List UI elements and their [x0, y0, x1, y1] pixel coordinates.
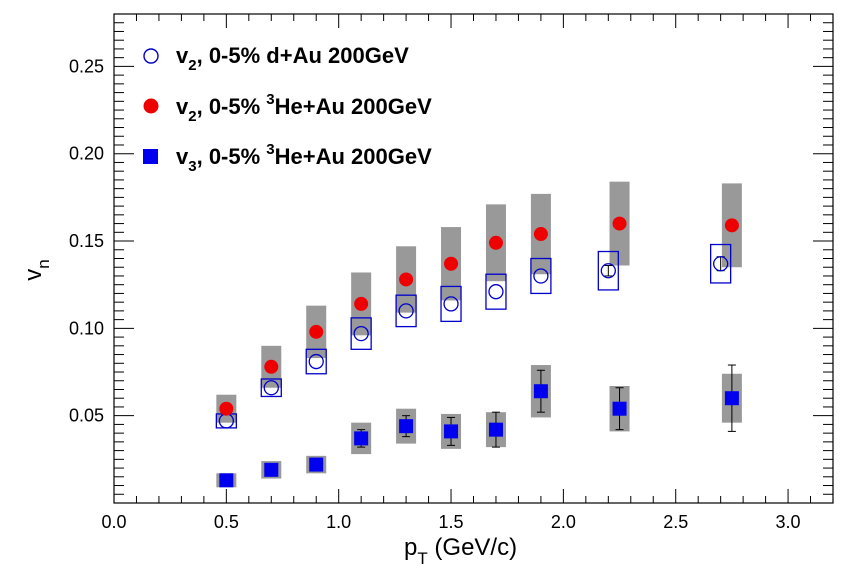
- data-point-open-circle: [443, 296, 459, 312]
- legend-v: v: [176, 94, 189, 119]
- data-marker-layer: [218, 216, 739, 488]
- y-axis-title: vn: [20, 259, 53, 280]
- legend-post: d+Au 200GeV: [266, 43, 409, 68]
- legend-sub: 3: [188, 158, 196, 175]
- data-point-filled-circle: [444, 256, 459, 271]
- sys-box-open: [710, 243, 732, 284]
- data-point-filled-circle: [488, 235, 503, 250]
- data-point-filled-square: [612, 401, 627, 416]
- x-tick-label: 0.5: [214, 512, 239, 532]
- legend-label-he-au-v3: v3, 0-5% 3He+Au 200GeV: [176, 141, 432, 175]
- legend-marker-he-au-v2: [143, 98, 159, 114]
- sys-box-open: [350, 317, 372, 350]
- legend-post: He+Au 200GeV: [275, 144, 432, 169]
- data-point-open-circle: [488, 284, 504, 300]
- legend-v: v: [176, 144, 189, 169]
- x-axis-title: pT (GeV/c): [404, 534, 517, 568]
- y-tick-label: 0.10: [69, 318, 104, 338]
- legend: v2, 0-5% d+Au 200GeV v2, 0-5% 3He+Au 200…: [143, 43, 432, 175]
- data-point-open-circle: [398, 303, 414, 319]
- data-point-open-circle: [533, 268, 549, 284]
- y-tick-label: 0.25: [69, 56, 104, 76]
- data-point-open-circle: [713, 256, 729, 272]
- y-axis-title-sub: n: [34, 259, 53, 268]
- sys-box-open: [440, 285, 462, 323]
- data-point-filled-square: [309, 457, 324, 472]
- data-point-filled-circle: [309, 324, 324, 339]
- data-point-filled-square: [354, 431, 369, 446]
- x-tick-label: 1.5: [439, 512, 464, 532]
- legend-pre: , 0-5%: [197, 43, 267, 68]
- data-point-filled-circle: [612, 216, 627, 231]
- data-point-open-circle: [353, 325, 369, 342]
- legend-v: v: [176, 43, 189, 68]
- x-axis-title-main: p: [404, 534, 417, 561]
- legend-sup: 3: [266, 141, 274, 158]
- legend-sub: 2: [188, 108, 196, 125]
- y-axis-title-main: v: [20, 269, 47, 281]
- legend-pre: , 0-5%: [197, 94, 267, 119]
- legend-sub: 2: [188, 57, 196, 74]
- data-point-filled-square: [724, 391, 739, 406]
- data-point-filled-square: [488, 422, 503, 437]
- x-tick-label: 0.0: [101, 512, 126, 532]
- legend-marker-he-au-v3: [143, 149, 158, 164]
- sys-box-open: [395, 294, 417, 328]
- legend-label-he-au-v2: v2, 0-5% 3He+Au 200GeV: [176, 91, 432, 125]
- x-tick-label: 2.5: [663, 512, 688, 532]
- data-point-filled-circle: [264, 359, 279, 374]
- data-point-filled-square: [219, 473, 234, 488]
- data-point-filled-circle: [219, 401, 234, 416]
- y-tick-label: 0.05: [69, 406, 104, 426]
- data-point-filled-square: [444, 424, 459, 439]
- data-point-filled-circle: [399, 272, 414, 287]
- sys-box-open: [260, 378, 282, 398]
- legend-marker-d-au-v2: [143, 48, 159, 64]
- sys-box-open: [305, 348, 327, 375]
- data-point-filled-circle: [724, 218, 739, 233]
- y-tick-label: 0.20: [69, 144, 104, 164]
- axes: [113, 13, 834, 504]
- data-point-filled-square: [533, 384, 548, 399]
- legend-label-d-au-v2: v2, 0-5% d+Au 200GeV: [176, 43, 409, 74]
- data-point-filled-circle: [354, 296, 369, 311]
- x-tick-label: 1.0: [326, 512, 351, 532]
- x-axis-title-rest: (GeV/c): [428, 534, 517, 561]
- data-point-open-circle: [600, 263, 616, 279]
- data-point-open-circle: [263, 380, 279, 396]
- legend-pre: , 0-5%: [197, 144, 267, 169]
- y-tick-label: 0.15: [69, 231, 104, 251]
- tick-labels: 0.0 0.5 1.0 1.5 2.0 2.5 3.0 0.05 0.10 0.15 0.20 0.2…: [69, 56, 801, 532]
- x-axis-title-sub: T: [417, 549, 427, 568]
- legend-sup: 3: [266, 91, 274, 108]
- x-tick-label: 3.0: [776, 512, 801, 532]
- data-point-filled-square: [399, 419, 414, 434]
- data-point-open-circle: [308, 353, 324, 370]
- x-tick-label: 2.0: [551, 512, 576, 532]
- sys-box-open: [597, 250, 619, 291]
- legend-post: He+Au 200GeV: [275, 94, 432, 119]
- sys-box-open: [530, 257, 552, 295]
- data-point-filled-circle: [533, 227, 548, 242]
- data-point-filled-square: [264, 462, 279, 477]
- sys-box-open: [485, 273, 507, 310]
